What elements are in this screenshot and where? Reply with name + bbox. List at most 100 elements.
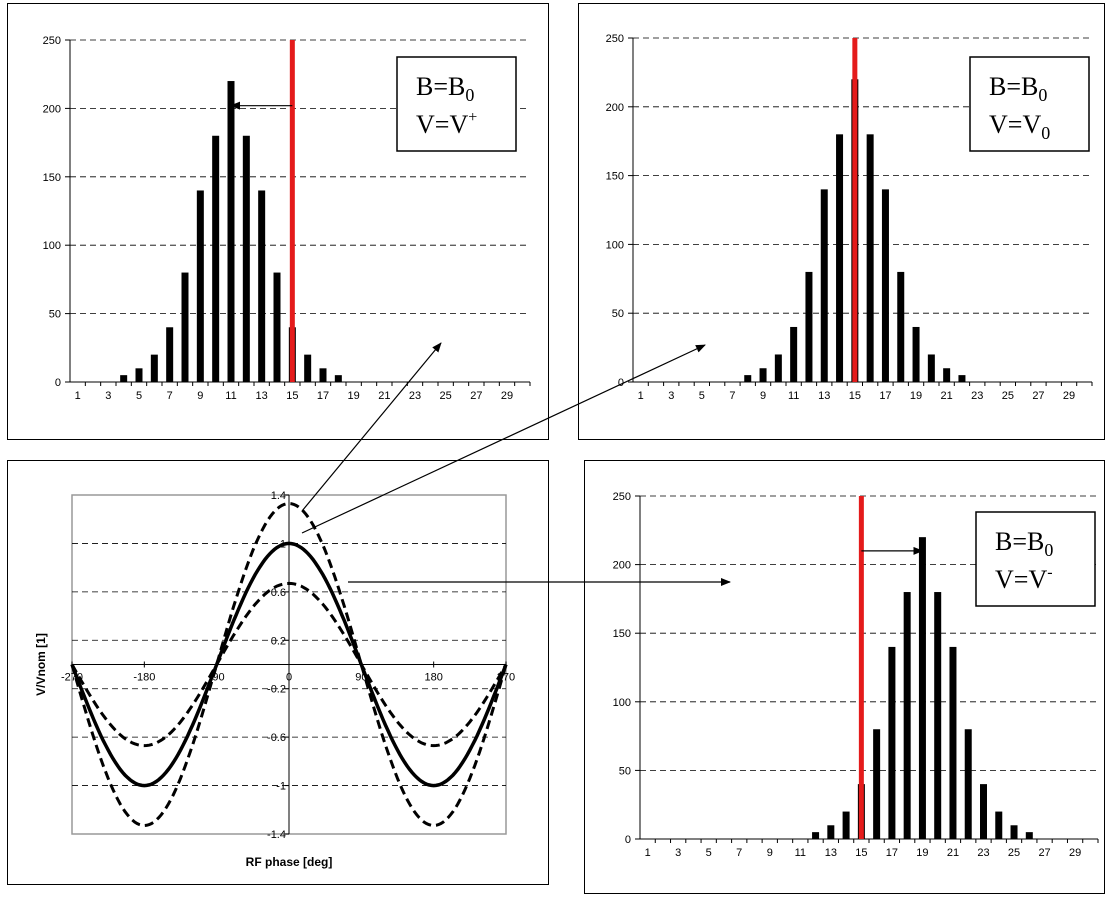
x-axis-label: RF phase [deg] (246, 855, 333, 869)
bar (744, 375, 751, 382)
x-tick-label: 11 (795, 847, 806, 859)
x-tick-label: 15 (855, 847, 867, 859)
bar (228, 81, 235, 382)
x-tick-label: 23 (409, 390, 421, 402)
y-axis-label: V/Vnom [1] (34, 633, 48, 696)
y-tick-label: 150 (43, 172, 61, 184)
x-tick-label: 17 (317, 390, 329, 402)
connector-arrow (302, 345, 705, 533)
bar (882, 189, 889, 382)
x-tick-label: 19 (348, 390, 360, 402)
bar (775, 354, 782, 382)
y-tick-label: 0.2 (271, 635, 286, 647)
y-tick-label: 200 (606, 102, 624, 114)
x-tick-label: 11 (788, 390, 799, 402)
bar (136, 368, 143, 382)
bar (843, 812, 850, 839)
y-tick-label: 100 (606, 239, 624, 251)
x-tick-label: 3 (668, 390, 674, 402)
x-tick-label: 19 (910, 390, 922, 402)
x-tick-label: 11 (225, 390, 236, 402)
x-tick-label: 25 (1002, 390, 1014, 402)
bar (919, 537, 926, 839)
y-tick-label: 200 (613, 560, 631, 572)
x-tick-label: 9 (197, 390, 203, 402)
line-chart-bottom-left: 1.410.60.2-0.2-0.6-1-1.4-270 -180 -90 0 90 18… (34, 490, 515, 869)
x-tick-label: 23 (971, 390, 983, 402)
y-tick-label: 250 (613, 491, 631, 503)
x-tick-label: 7 (736, 847, 742, 859)
x-tick-label: 29 (1069, 847, 1081, 859)
x-tick-label: 27 (1038, 847, 1050, 859)
bar (790, 327, 797, 382)
y-tick-label: 50 (612, 308, 624, 320)
annotation-line2: V=V+ (416, 109, 477, 139)
bar (827, 825, 834, 839)
bar (821, 189, 828, 382)
x-tick-label: 7 (729, 390, 735, 402)
x-tick-label: 15 (286, 390, 298, 402)
bar (320, 368, 327, 382)
y-tick-label: 50 (619, 765, 631, 777)
y-tick-label: -1 (276, 781, 286, 793)
y-tick-label: 150 (613, 628, 631, 640)
y-tick-label: 0 (55, 377, 61, 389)
x-tick-label: 17 (879, 390, 891, 402)
x-tick-label: 1 (638, 390, 644, 402)
bar (836, 134, 843, 382)
x-tick-label: 27 (1032, 390, 1044, 402)
x-tick-label: 17 (886, 847, 898, 859)
x-tick-label: 0 (286, 672, 292, 684)
bar (928, 354, 935, 382)
y-tick-label: -1.4 (267, 829, 286, 841)
x-tick-label: 13 (256, 390, 268, 402)
y-tick-label: 250 (43, 35, 61, 47)
bar (335, 375, 342, 382)
y-tick-label: 1.4 (271, 490, 286, 502)
x-tick-label: 13 (825, 847, 837, 859)
x-tick-label: 19 (916, 847, 928, 859)
y-tick-label: 0.6 (271, 587, 286, 599)
annotation-line2: V=V0 (989, 110, 1050, 143)
x-tick-label: 13 (818, 390, 830, 402)
bar (934, 592, 941, 839)
y-tick-label: 250 (606, 33, 624, 45)
x-tick-label: 180 (424, 672, 442, 684)
x-tick-label: 23 (977, 847, 989, 859)
y-tick-label: -0.6 (267, 732, 286, 744)
x-tick-label: 9 (767, 847, 773, 859)
bar (995, 812, 1002, 839)
x-tick-label: 5 (136, 390, 142, 402)
bar (805, 272, 812, 382)
bar (151, 355, 158, 382)
bar (943, 368, 950, 382)
bar (182, 273, 189, 382)
bar (980, 784, 987, 839)
bar (166, 327, 173, 382)
x-tick-label: 27 (470, 390, 482, 402)
x-tick-label: -180 (133, 672, 155, 684)
bar (243, 136, 250, 382)
bar (913, 327, 920, 382)
connector-arrows (302, 343, 730, 582)
x-tick-label: 3 (675, 847, 681, 859)
bar (897, 272, 904, 382)
y-tick-label: 100 (43, 240, 61, 252)
bar (958, 375, 965, 382)
y-tick-label: 100 (613, 697, 631, 709)
bar (197, 190, 204, 382)
x-tick-label: 21 (941, 390, 953, 402)
bar (258, 190, 265, 382)
x-tick-label: 1 (75, 390, 81, 402)
x-tick-label: 15 (849, 390, 861, 402)
x-tick-label: 5 (699, 390, 705, 402)
connector-arrow (302, 343, 441, 511)
x-tick-label: 9 (760, 390, 766, 402)
bar (1011, 825, 1018, 839)
y-tick-label: 0 (625, 834, 631, 846)
x-tick-label: 29 (1063, 390, 1075, 402)
x-tick-label: 29 (501, 390, 513, 402)
